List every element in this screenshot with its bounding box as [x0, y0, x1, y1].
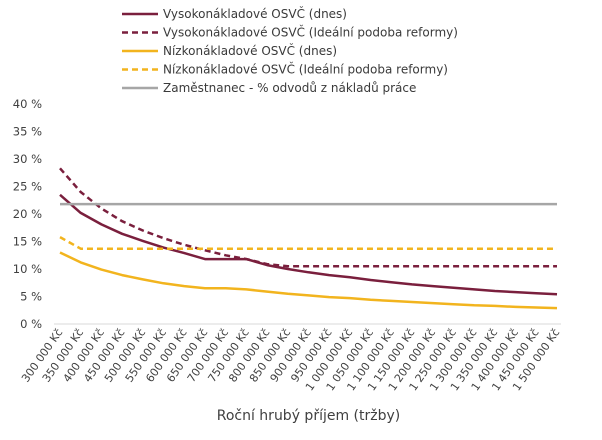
series-line: [59, 193, 558, 296]
y-tick-label: 25 %: [13, 180, 42, 194]
y-tick-label: 0 %: [20, 317, 42, 331]
y-tick-label: 5 %: [20, 290, 42, 304]
x-axis-title: Roční hrubý příjem (tržby): [217, 408, 401, 424]
y-axis-ticks: 0 % 5 % 10 % 15 % 20 % 25 % 30 % 35 % 40 %: [13, 97, 42, 331]
y-tick-label: 20 %: [13, 207, 42, 221]
y-tick-label: 30 %: [13, 152, 42, 166]
legend: Vysokonákladové OSVČ (dnes) Vysokonáklado…: [122, 6, 458, 95]
legend-label: Vysokonákladové OSVČ (Ideální podoba ref…: [163, 25, 458, 40]
legend-label: Nízkonákladové OSVČ (dnes): [163, 43, 337, 58]
series-line: [59, 251, 558, 310]
legend-label: Zaměstnanec - % odvodů z nákladů práce: [163, 81, 416, 95]
y-tick-label: 35 %: [13, 125, 42, 139]
legend-label: Vysokonákladové OSVČ (dnes): [163, 6, 347, 21]
series-line: [59, 236, 557, 250]
y-tick-label: 15 %: [13, 235, 42, 249]
y-tick-label: 40 %: [13, 97, 42, 111]
series-line: [59, 167, 557, 268]
legend-label: Nízkonákladové OSVČ (Ideální podoba refo…: [163, 62, 448, 77]
series-lines: [59, 167, 558, 310]
y-tick-label: 10 %: [13, 262, 42, 276]
